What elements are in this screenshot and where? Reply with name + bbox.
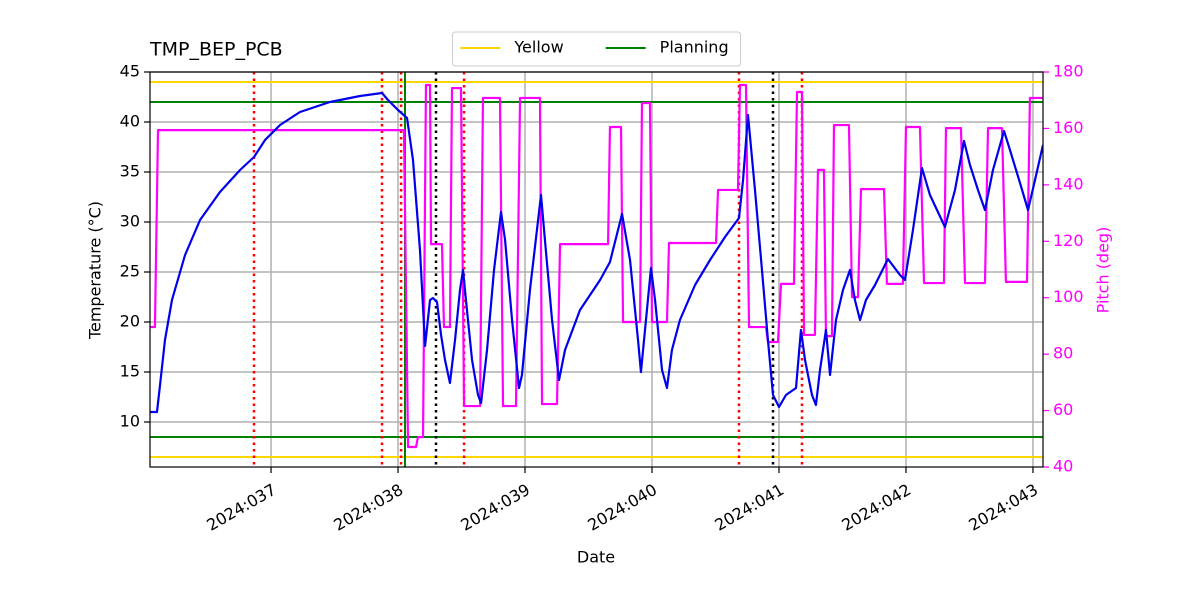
y-tick-label: 45 <box>120 62 140 81</box>
y2-tick-label: 140 <box>1053 174 1084 193</box>
legend-label: Yellow <box>513 38 563 57</box>
legend-box <box>451 31 742 67</box>
chart-title: TMP_BEP_PCB <box>149 39 283 61</box>
y-tick-label: 40 <box>120 112 140 131</box>
y2-tick-label: 60 <box>1053 400 1073 419</box>
plot-area <box>150 72 1043 467</box>
y-tick-label: 30 <box>120 212 140 231</box>
y-tick-label: 10 <box>120 412 140 431</box>
legend-label: Planning <box>660 38 729 57</box>
y-tick-label: 15 <box>120 362 140 381</box>
y-tick-label: 35 <box>120 162 140 181</box>
y-tick-label: 25 <box>120 262 140 281</box>
y2-tick-label: 80 <box>1053 344 1073 363</box>
legend: Yellow Planning <box>451 31 742 67</box>
y-axis-label: Temperature (°C) <box>86 201 105 340</box>
y2-tick-label: 180 <box>1053 62 1084 81</box>
y2-tick-label: 120 <box>1053 231 1084 250</box>
y2-tick-label: 160 <box>1053 118 1084 137</box>
x-axis-label: Date <box>577 548 615 567</box>
y2-tick-label: 40 <box>1053 457 1073 476</box>
y2-tick-label: 100 <box>1053 287 1084 306</box>
data-line <box>150 83 1043 449</box>
y-tick-label: 20 <box>120 312 140 331</box>
axes-frame <box>149 71 1044 468</box>
y2-axis-label: Pitch (deg) <box>1094 227 1113 314</box>
data-line <box>150 91 1043 414</box>
